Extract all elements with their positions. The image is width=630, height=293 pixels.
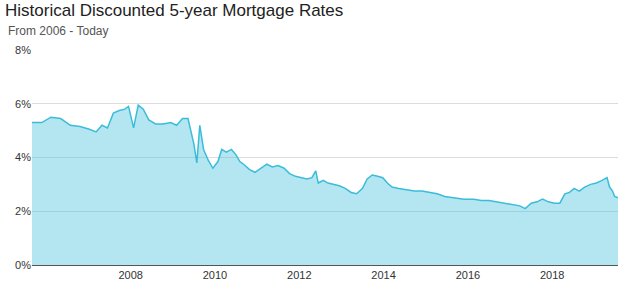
svg-text:2008: 2008 (118, 269, 142, 281)
svg-text:2014: 2014 (371, 269, 395, 281)
svg-text:8%: 8% (15, 44, 31, 56)
svg-text:From 2006 - Today: From 2006 - Today (8, 24, 109, 38)
svg-text:2016: 2016 (456, 269, 480, 281)
svg-text:6%: 6% (15, 98, 31, 110)
svg-text:2010: 2010 (203, 269, 227, 281)
svg-text:2%: 2% (15, 205, 31, 217)
svg-text:2018: 2018 (540, 269, 564, 281)
svg-text:0%: 0% (15, 259, 31, 271)
svg-text:2012: 2012 (287, 269, 311, 281)
svg-text:4%: 4% (15, 151, 31, 163)
svg-text:Historical Discounted 5-year M: Historical Discounted 5-year Mortgage Ra… (5, 1, 343, 20)
